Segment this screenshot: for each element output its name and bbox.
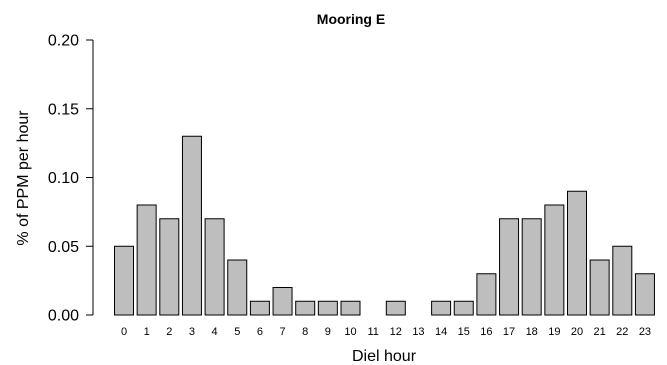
bar bbox=[521, 218, 542, 316]
bar bbox=[589, 259, 610, 316]
bar bbox=[317, 300, 338, 316]
x-tick-label: 7 bbox=[279, 326, 285, 338]
x-tick-label: 23 bbox=[639, 326, 651, 338]
y-tick-label: 0.15 bbox=[48, 101, 79, 118]
bar bbox=[272, 287, 293, 316]
x-tick-label: 1 bbox=[144, 326, 150, 338]
bar bbox=[612, 245, 633, 316]
x-tick-label: 17 bbox=[503, 326, 515, 338]
bar bbox=[544, 204, 565, 316]
x-tick-label: 9 bbox=[325, 326, 331, 338]
bar bbox=[114, 245, 134, 316]
bar bbox=[181, 135, 202, 316]
x-tick-label: 6 bbox=[257, 326, 263, 338]
x-tick-label: 4 bbox=[212, 326, 218, 338]
y-tick-label: 0.00 bbox=[48, 308, 79, 325]
bar bbox=[385, 300, 406, 316]
bar bbox=[453, 300, 474, 316]
bar bbox=[567, 190, 587, 316]
y-axis: 0.00 0.05 0.10 0.15 0.20 bbox=[48, 33, 94, 325]
y-tick-label: 0.05 bbox=[48, 239, 79, 256]
y-axis-label: % of PPM per hour bbox=[15, 110, 32, 246]
x-tick-label: 15 bbox=[458, 326, 470, 338]
x-tick-label: 8 bbox=[302, 326, 308, 338]
y-tick-label: 0.20 bbox=[48, 33, 79, 50]
bar bbox=[136, 204, 157, 316]
x-tick-label: 18 bbox=[526, 326, 538, 338]
bar bbox=[476, 273, 497, 316]
bar bbox=[295, 300, 316, 316]
x-tick-label: 12 bbox=[390, 326, 402, 338]
x-tick-label: 21 bbox=[594, 326, 606, 338]
x-tick-label: 11 bbox=[367, 326, 378, 338]
bars bbox=[114, 135, 655, 316]
chart-title: Mooring E bbox=[317, 11, 385, 27]
x-tick-label: 22 bbox=[616, 326, 628, 338]
bar bbox=[634, 273, 655, 316]
x-tick-label: 2 bbox=[166, 326, 172, 338]
bar bbox=[227, 259, 248, 316]
bar bbox=[340, 300, 361, 316]
x-tick-label: 10 bbox=[344, 326, 356, 338]
bar bbox=[499, 218, 520, 316]
x-tick-label: 16 bbox=[480, 326, 492, 338]
x-tick-label: 5 bbox=[234, 326, 240, 338]
bar bbox=[431, 300, 452, 316]
bar bbox=[159, 218, 180, 316]
x-tick-label: 0 bbox=[121, 326, 127, 338]
x-tick-label: 20 bbox=[571, 326, 583, 338]
x-tick-label: 19 bbox=[548, 326, 560, 338]
x-tick-label: 13 bbox=[412, 326, 424, 338]
x-axis-tick-labels: 0 1 2 3 4 5 6 7 8 9 10 11 12 13 14 15 16 17 18 19 20 21 22 23 bbox=[121, 326, 651, 338]
x-tick-label: 14 bbox=[435, 326, 447, 338]
bar bbox=[249, 300, 270, 316]
x-axis-label: Diel hour bbox=[352, 348, 417, 365]
x-tick-label: 3 bbox=[189, 326, 195, 338]
y-tick-label: 0.10 bbox=[48, 170, 79, 187]
bar bbox=[204, 218, 225, 316]
